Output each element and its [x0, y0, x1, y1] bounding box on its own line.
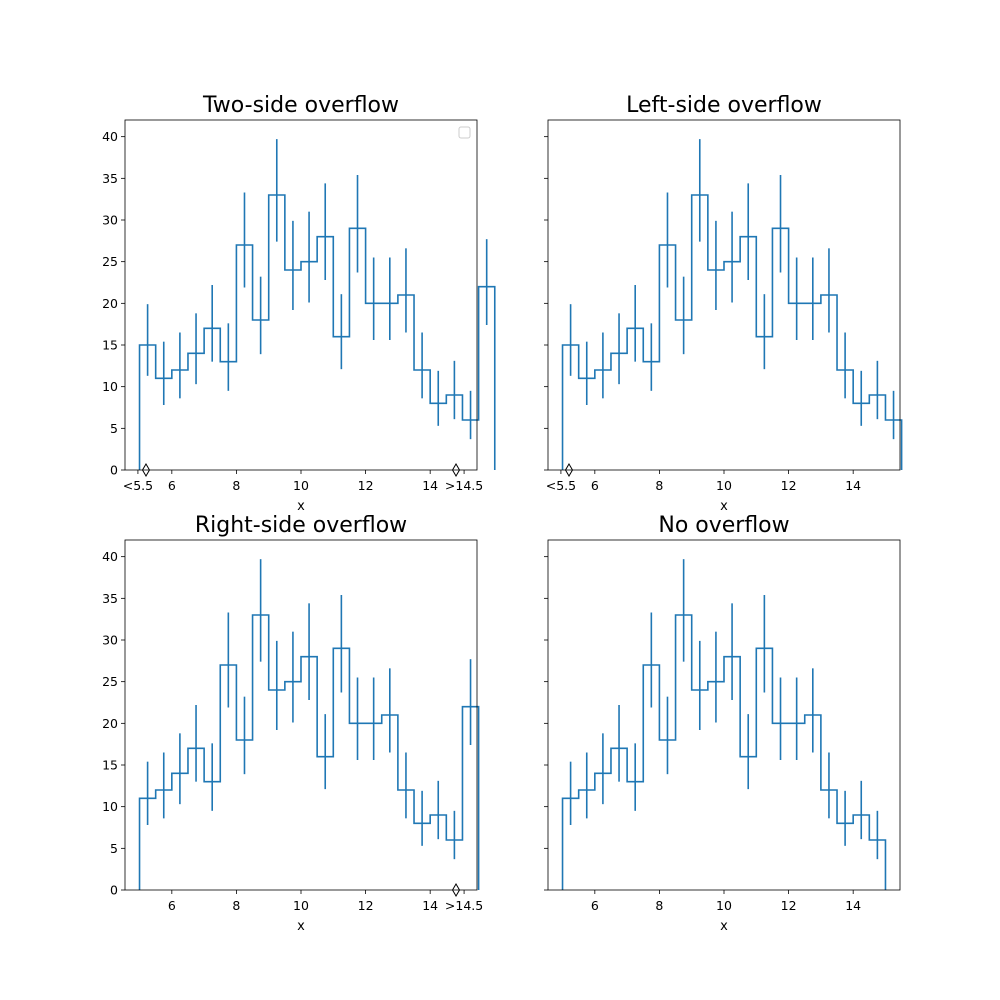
x-tick-label: 14: [422, 898, 438, 913]
y-tick-label: 0: [110, 463, 118, 478]
plot-area: [561, 559, 887, 890]
x-axis-label: x: [720, 919, 728, 934]
panel-left-side-overflow: Left-side overflow x <5.5 6 8 10 12 14: [544, 93, 903, 514]
histogram-step-line: [561, 614, 887, 890]
y-tick-label: 5: [110, 421, 118, 436]
y-tick-label: 25: [102, 254, 118, 269]
x-axis-label: x: [297, 919, 305, 934]
x-tick-label: <5.5: [546, 478, 576, 493]
histogram-step-line: [138, 614, 480, 890]
x-tick-label: 12: [358, 898, 374, 913]
y-tick-label: 0: [110, 883, 118, 898]
x-tick-label: 10: [293, 478, 309, 493]
panel-two-side-overflow: Two-side overflow x <5.5 6 8 10 12 14 >14.5 0 5 1…: [102, 93, 496, 514]
x-tick-label: 8: [655, 478, 663, 493]
x-tick-label: 8: [232, 898, 240, 913]
x-tick-label: 12: [358, 478, 374, 493]
x-tick-label: 6: [168, 478, 176, 493]
y-tick-label: 10: [102, 379, 118, 394]
x-tick-label: 10: [293, 898, 309, 913]
y-tick-label: 15: [102, 338, 118, 353]
x-tick-label: 12: [781, 898, 797, 913]
histogram-step-line: [138, 194, 496, 470]
y-tick-label: 5: [110, 841, 118, 856]
y-tick-label: 35: [102, 591, 118, 606]
x-tick-label: 14: [845, 898, 861, 913]
x-tick-label: 14: [422, 478, 438, 493]
y-tick-label: 40: [102, 549, 118, 564]
x-tick-label: <5.5: [123, 478, 153, 493]
x-tick-label: 8: [655, 898, 663, 913]
x-axis-label: x: [297, 499, 305, 514]
plot-area: [561, 139, 903, 477]
y-tick-label: 15: [102, 758, 118, 773]
x-tick-label: 10: [716, 478, 732, 493]
panel-title: Right-side overflow: [195, 513, 407, 538]
panel-right-side-overflow: Right-side overflow x 6 8 10 12 14 >14.5 0 5 10 1…: [102, 513, 483, 934]
legend-box: [458, 126, 471, 139]
y-tick-label: 40: [102, 129, 118, 144]
y-tick-label: 30: [102, 213, 118, 228]
panel-title: Left-side overflow: [626, 93, 822, 118]
y-tick-label: 35: [102, 171, 118, 186]
x-tick-label: 10: [716, 898, 732, 913]
panel-title: No overflow: [658, 513, 789, 538]
x-axis-label: x: [720, 499, 728, 514]
x-tick-label: 6: [591, 478, 599, 493]
y-tick-label: 20: [102, 296, 118, 311]
y-tick-label: 30: [102, 633, 118, 648]
histogram-step-line: [561, 194, 903, 470]
y-tick-label: 25: [102, 674, 118, 689]
plot-area: [138, 139, 496, 477]
x-tick-label: >14.5: [445, 898, 483, 913]
x-tick-label: 8: [232, 478, 240, 493]
panel-title: Two-side overflow: [202, 93, 399, 118]
y-tick-label: 20: [102, 716, 118, 731]
x-tick-label: 6: [168, 898, 176, 913]
x-tick-label: 14: [845, 478, 861, 493]
x-tick-label: >14.5: [445, 478, 483, 493]
x-tick-label: 6: [591, 898, 599, 913]
x-tick-label: 12: [781, 478, 797, 493]
y-tick-label: 10: [102, 799, 118, 814]
panel-no-overflow: No overflow x 6 8 10 12 14: [544, 513, 901, 934]
